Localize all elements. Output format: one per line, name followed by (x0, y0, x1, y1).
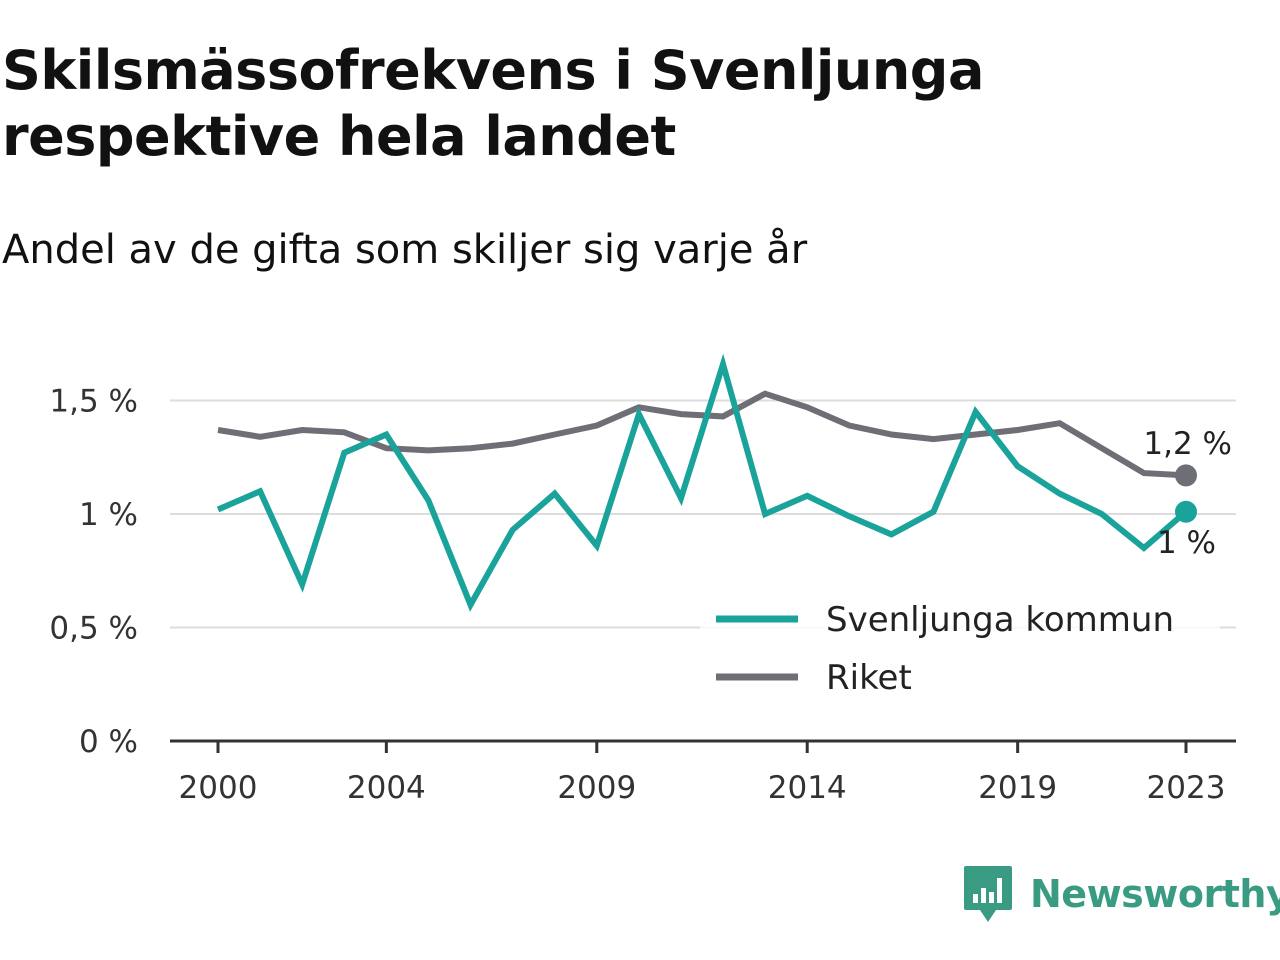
x-axis: 2000 2004 2009 2014 2019 2023 (170, 739, 1236, 806)
chart-title: Skilsmässofrekvens i Svenljunga respekti… (2, 39, 984, 168)
brand-logo: Newsworthy (962, 862, 1280, 926)
y-tick-label: 1 % (79, 497, 138, 533)
chart-subtitle: Andel av de gifta som skiljer sig varje … (2, 227, 808, 273)
brand-name: Newsworthy (1030, 872, 1280, 916)
y-tick-label: 0,5 % (49, 611, 138, 647)
legend: Svenljunga kommun Riket (700, 590, 1220, 710)
riket-line (217, 390, 1187, 479)
x-tick-label: 2019 (978, 770, 1057, 806)
svenljunga-end-label: 1 % (1157, 525, 1216, 561)
series-end-markers: 1 % 1,2 % (1143, 426, 1232, 561)
legend-label: Svenljunga kommun (826, 600, 1174, 640)
legend-background (700, 590, 1220, 710)
x-tick-label: 2000 (179, 770, 258, 806)
riket-end-marker (1175, 464, 1197, 487)
svenljunga-line (216, 353, 1188, 612)
riket-end-label: 1,2 % (1143, 426, 1232, 462)
x-tick-label: 2014 (768, 770, 847, 806)
y-tick-label: 1,5 % (49, 384, 138, 420)
line-chart: 0 % 0,5 % 1 % 1,5 % 2000 2004 2009 2014 2019 202… (49, 353, 1236, 806)
svenljunga-end-marker (1175, 500, 1197, 523)
y-axis-ticks: 0 % 0,5 % 1 % 1,5 % (49, 384, 138, 761)
x-tick-label: 2023 (1147, 770, 1226, 806)
y-tick-label: 0 % (79, 724, 138, 760)
series-lines (216, 353, 1188, 612)
x-tick-label: 2004 (347, 770, 426, 806)
legend-label: Riket (826, 658, 912, 698)
newsworthy-logo-icon (964, 866, 1012, 922)
x-tick-label: 2009 (557, 770, 636, 806)
